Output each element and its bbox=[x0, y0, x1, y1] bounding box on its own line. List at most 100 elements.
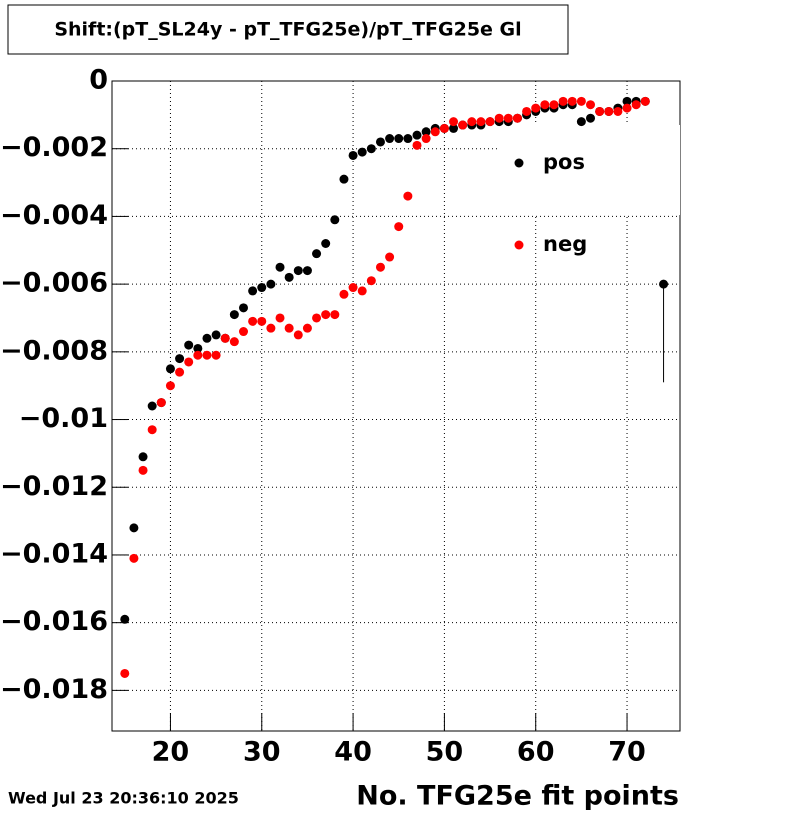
legend-marker bbox=[514, 158, 524, 168]
data-point bbox=[321, 310, 331, 320]
data-point bbox=[238, 303, 248, 313]
data-point bbox=[147, 425, 157, 435]
data-point bbox=[147, 401, 157, 411]
y-tick-label: −0.002 bbox=[0, 132, 108, 163]
x-tick-label: 50 bbox=[426, 737, 464, 768]
data-point bbox=[485, 117, 495, 127]
y-tick-label: −0.016 bbox=[0, 606, 108, 637]
data-point bbox=[284, 272, 294, 282]
data-point bbox=[576, 117, 586, 127]
y-tick-label: −0.018 bbox=[0, 674, 108, 705]
legend-label: neg bbox=[543, 232, 587, 256]
data-point bbox=[138, 452, 148, 462]
x-tick-label: 20 bbox=[152, 737, 190, 768]
data-point bbox=[202, 350, 212, 360]
data-point bbox=[512, 113, 522, 123]
data-point bbox=[257, 283, 267, 293]
data-point bbox=[385, 252, 395, 262]
data-point bbox=[302, 323, 312, 333]
data-point bbox=[266, 279, 276, 289]
x-tick-label: 30 bbox=[243, 737, 281, 768]
x-tick-label: 60 bbox=[517, 737, 555, 768]
data-point bbox=[394, 222, 404, 232]
data-point bbox=[293, 330, 303, 340]
data-point bbox=[293, 266, 303, 276]
data-point bbox=[540, 100, 550, 110]
data-point bbox=[284, 323, 294, 333]
data-point bbox=[211, 330, 221, 340]
data-point bbox=[439, 123, 449, 133]
data-point bbox=[348, 150, 358, 160]
data-point bbox=[631, 100, 641, 110]
data-point bbox=[129, 523, 139, 533]
y-tick-label: −0.012 bbox=[0, 471, 108, 502]
data-point bbox=[366, 144, 376, 154]
data-point bbox=[421, 127, 431, 137]
data-point bbox=[238, 327, 248, 337]
data-point bbox=[394, 134, 404, 144]
x-axis-label: No. TFG25e fit points bbox=[356, 781, 679, 812]
data-point bbox=[522, 106, 532, 116]
y-tick-label: −0.006 bbox=[0, 268, 108, 299]
data-point bbox=[640, 96, 650, 106]
data-point bbox=[449, 117, 459, 127]
data-point bbox=[312, 313, 322, 323]
chart-title: Shift:(pT_SL24y - pT_TFG25e)/pT_TFG25e G… bbox=[54, 19, 521, 41]
data-point bbox=[193, 350, 203, 360]
data-point bbox=[622, 103, 632, 113]
legend-marker bbox=[514, 240, 524, 250]
data-point bbox=[403, 134, 413, 144]
x-tick-label: 40 bbox=[334, 737, 372, 768]
data-point bbox=[366, 276, 376, 286]
data-point bbox=[586, 113, 596, 123]
data-point bbox=[339, 174, 349, 184]
data-point bbox=[156, 398, 166, 408]
title-box bbox=[7, 4, 569, 55]
data-point bbox=[357, 286, 367, 296]
data-point bbox=[202, 333, 212, 343]
data-point bbox=[165, 381, 175, 391]
legend-label: pos bbox=[543, 150, 585, 174]
data-point bbox=[275, 262, 285, 272]
data-point bbox=[229, 337, 239, 347]
data-point bbox=[211, 350, 221, 360]
data-point bbox=[120, 668, 130, 678]
data-point bbox=[248, 286, 258, 296]
data-point bbox=[120, 614, 130, 624]
data-point bbox=[375, 137, 385, 147]
data-point bbox=[622, 96, 632, 106]
data-point bbox=[494, 113, 504, 123]
y-tick-label: −0.014 bbox=[0, 538, 108, 569]
data-point bbox=[558, 96, 568, 106]
data-point bbox=[576, 96, 586, 106]
y-tick-label: −0.008 bbox=[0, 335, 108, 366]
data-point bbox=[339, 289, 349, 299]
data-point bbox=[184, 340, 194, 350]
data-point bbox=[312, 249, 322, 259]
data-point bbox=[430, 127, 440, 137]
data-point bbox=[330, 215, 340, 225]
data-point bbox=[266, 323, 276, 333]
y-tick-label: 0 bbox=[89, 65, 108, 96]
data-point bbox=[659, 279, 669, 289]
data-point bbox=[175, 367, 185, 377]
data-point bbox=[348, 283, 358, 293]
data-point bbox=[595, 106, 605, 116]
data-point bbox=[193, 343, 203, 353]
data-point bbox=[567, 96, 577, 106]
data-point bbox=[458, 120, 468, 130]
data-point bbox=[549, 100, 559, 110]
data-point bbox=[449, 123, 459, 133]
data-point bbox=[248, 316, 258, 326]
data-point bbox=[385, 134, 395, 144]
data-point bbox=[586, 100, 596, 110]
data-point bbox=[476, 117, 486, 127]
y-tick-label: −0.01 bbox=[19, 403, 108, 434]
data-point bbox=[302, 266, 312, 276]
plot-frame bbox=[111, 80, 681, 732]
x-tick-label: 70 bbox=[608, 737, 646, 768]
data-point bbox=[357, 147, 367, 157]
data-point bbox=[275, 313, 285, 323]
data-point bbox=[531, 103, 541, 113]
data-point bbox=[321, 239, 331, 248]
